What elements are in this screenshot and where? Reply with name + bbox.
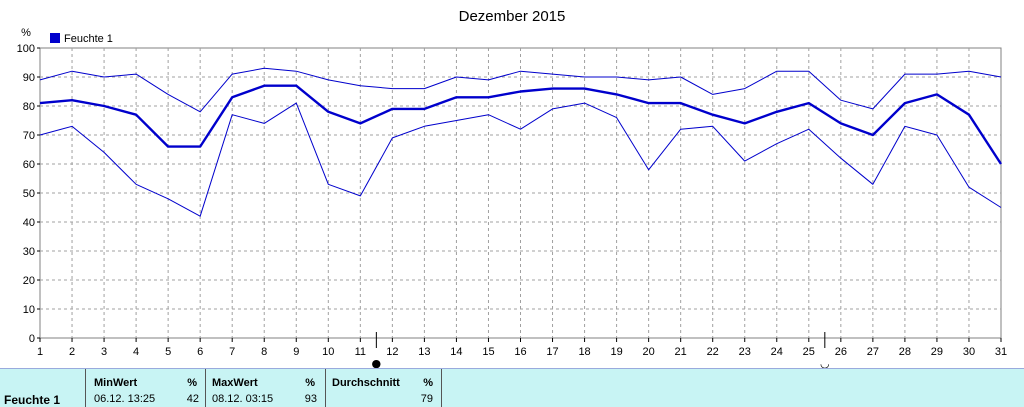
moon-phase-marker: ●: [372, 357, 382, 368]
summary-series-cell: Feuchte 1: [0, 369, 86, 407]
avg-unit: %: [423, 377, 433, 389]
x-tick-label: 13: [418, 346, 430, 358]
y-tick-label: 40: [23, 217, 35, 229]
legend-label: Feuchte 1: [64, 33, 113, 45]
x-tick-label: 2: [69, 346, 75, 358]
max-value: 93: [304, 393, 317, 405]
y-tick-label: 70: [23, 130, 35, 142]
x-tick-label: 22: [707, 346, 719, 358]
x-tick-label: 15: [482, 346, 494, 358]
x-tick-label: 7: [229, 346, 235, 358]
series-line-min: [39, 102, 1002, 217]
x-tick-label: 23: [739, 346, 751, 358]
x-tick-label: 27: [867, 346, 879, 358]
min-time: 06.12. 13:25: [94, 393, 156, 405]
x-tick-label: 11: [355, 346, 366, 358]
x-tick-label: 4: [133, 346, 139, 358]
x-tick-label: 9: [293, 346, 299, 358]
avg-value: 79: [420, 393, 433, 405]
x-tick-label: 28: [899, 346, 911, 358]
y-tick-label: 0: [29, 333, 35, 345]
summary-bar: Feuchte 1 MinWert % 06.12. 13:25 42 MaxW…: [0, 368, 1024, 407]
y-tick-label: 100: [17, 43, 35, 55]
series-line-mean: [39, 84, 1003, 165]
x-tick-label: 1: [37, 346, 43, 358]
x-tick-label: 31: [995, 346, 1007, 358]
legend-swatch: [50, 33, 60, 43]
x-tick-label: 25: [803, 346, 815, 358]
x-tick-label: 29: [931, 346, 943, 358]
humidity-chart: Dezember 2015 % Feuchte 1 0 10 20 30 40 50 60 7…: [17, 8, 1007, 368]
chart-title: Dezember 2015: [459, 8, 566, 25]
x-tick-label: 5: [165, 346, 171, 358]
x-tick-label: 30: [963, 346, 975, 358]
summary-avg-cell: Durchschnitt % 79: [326, 369, 442, 407]
avg-label: Durchschnitt: [332, 377, 400, 389]
x-tick-label: 6: [197, 346, 203, 358]
max-unit: %: [305, 377, 315, 389]
y-tick-label: 30: [23, 246, 35, 258]
y-tick-label: 20: [23, 275, 35, 287]
x-tick-label: 16: [514, 346, 526, 358]
moon-phase-marker: ◡: [820, 357, 830, 368]
x-tick-label: 18: [578, 346, 590, 358]
x-tick-label: 8: [261, 346, 267, 358]
x-tick-label: 24: [771, 346, 783, 358]
min-value: 42: [186, 393, 199, 405]
max-time: 08.12. 03:15: [212, 393, 274, 405]
y-tick-label: 60: [23, 159, 35, 171]
x-tick-label: 3: [101, 346, 107, 358]
max-label: MaxWert: [212, 377, 258, 389]
summary-series-name: Feuchte 1: [4, 393, 61, 407]
x-tick-label: 26: [835, 346, 847, 358]
y-tick-label: 50: [23, 188, 35, 200]
x-tick-label: 14: [450, 346, 462, 358]
x-tick-label: 20: [643, 346, 655, 358]
y-axis-unit: %: [21, 27, 31, 39]
x-tick-label: 12: [386, 346, 398, 358]
summary-max-cell: MaxWert % 08.12. 03:15 93: [206, 369, 326, 407]
y-tick-label: 80: [23, 101, 35, 113]
y-tick-label: 10: [23, 304, 35, 316]
x-tick-label: 10: [322, 346, 334, 358]
y-tick-label: 90: [23, 72, 35, 84]
x-tick-label: 19: [610, 346, 622, 358]
min-label: MinWert: [94, 377, 138, 389]
min-unit: %: [187, 377, 197, 389]
series-line-max: [39, 67, 1002, 113]
summary-min-cell: MinWert % 06.12. 13:25 42: [86, 369, 206, 407]
x-tick-label: 21: [675, 346, 687, 358]
x-tick-label: 17: [546, 346, 558, 358]
